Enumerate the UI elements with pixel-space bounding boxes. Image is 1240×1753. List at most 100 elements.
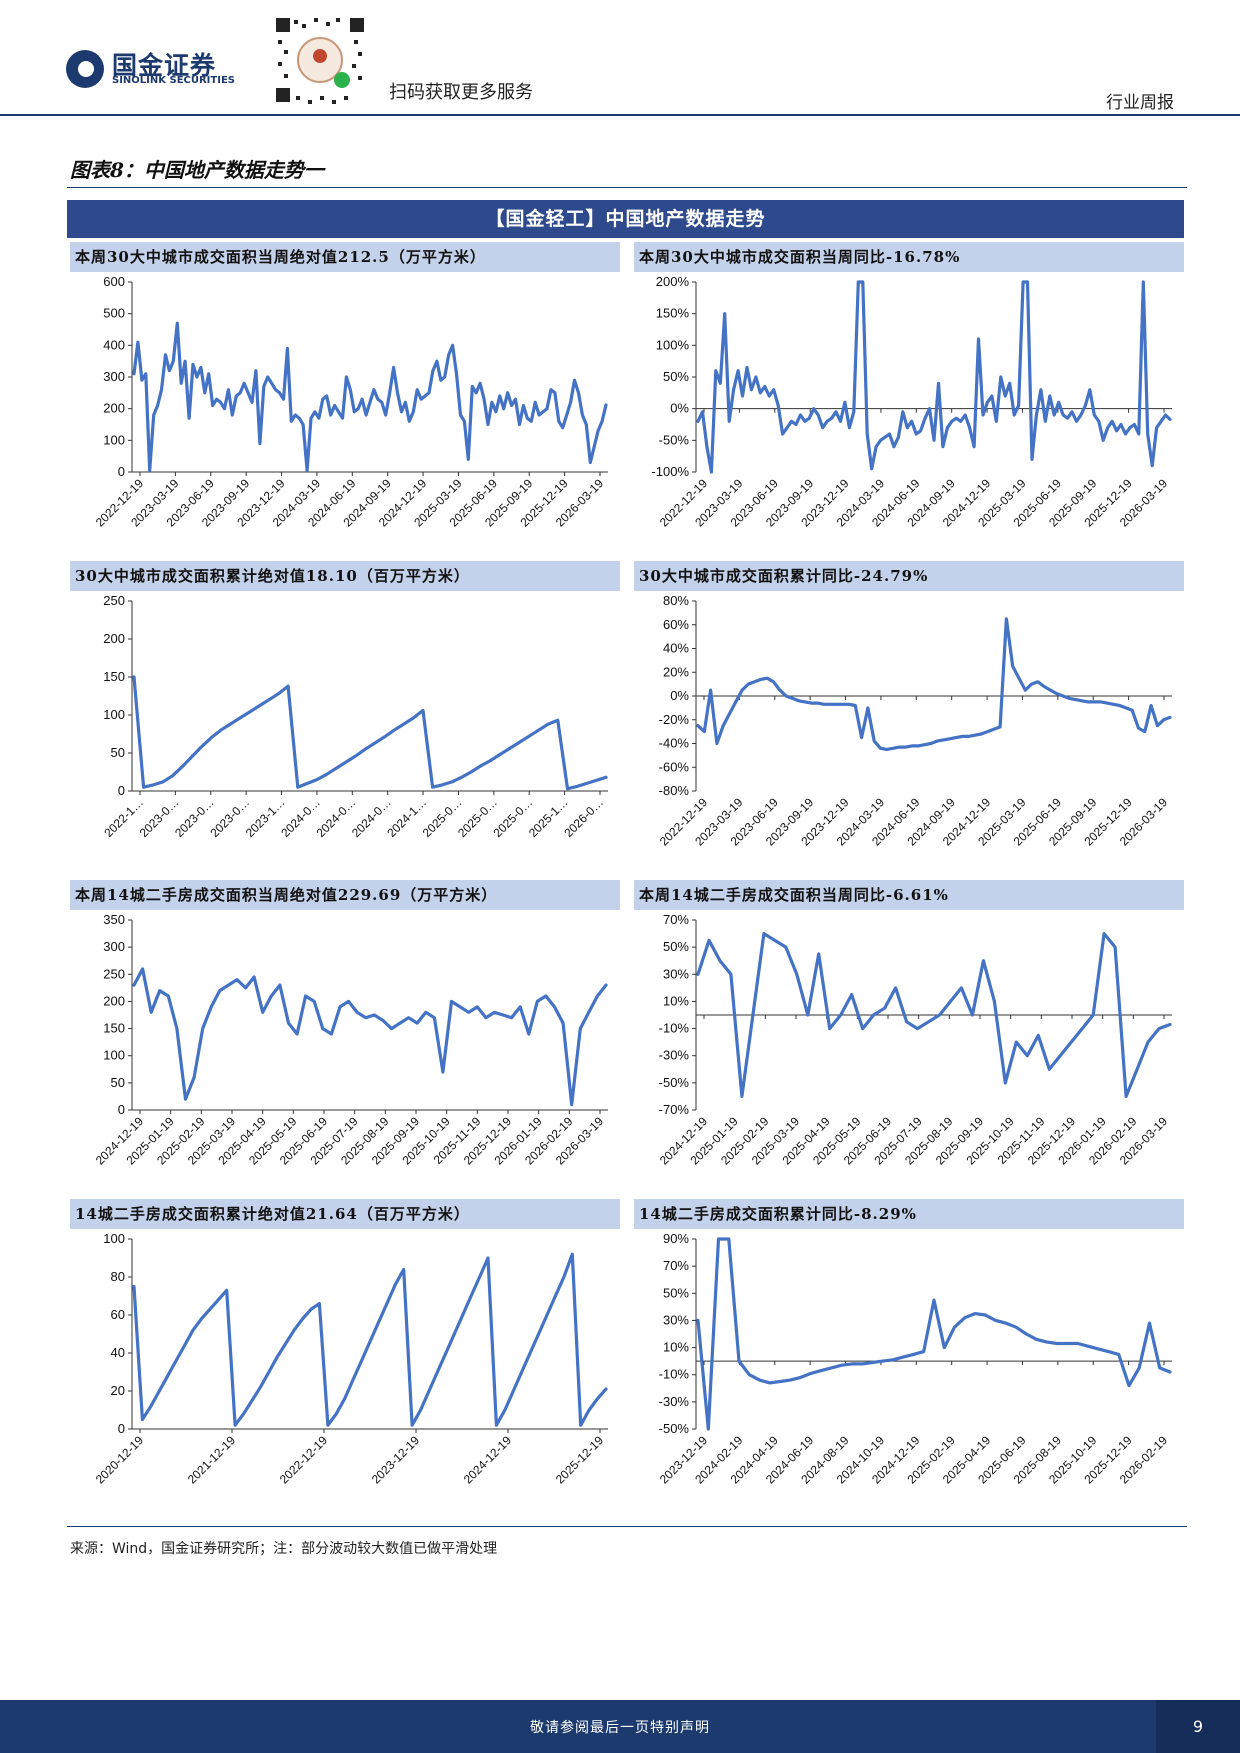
chart-weekly-30city-area: 01002003004005006002022-12-192023-03-192… xyxy=(93,274,608,530)
y-tick-label: 10% xyxy=(663,1340,689,1355)
y-tick-label: -50% xyxy=(659,432,690,447)
chart-cell-cumulative-30city-yoy: 30大中城市成交面积累计同比-24.79% -80% -60% -40% -20% 0%… xyxy=(634,561,1184,877)
y-tick-label: -60% xyxy=(659,759,690,774)
page-number: 9 xyxy=(1156,1700,1240,1753)
chart-title: 30大中城市成交面积累计同比-24.79% xyxy=(634,561,1184,591)
y-tick-label: -30% xyxy=(659,1048,690,1063)
chart-cell-weekly-30city-area: 本周30大中城市成交面积当周绝对值212.5（万平方米） 0 100 200 300 4… xyxy=(70,242,620,558)
chart-cell-weekly-14city-resale-yoy: 本周14城二手房成交面积当周同比-6.61% -70% -50% -30% -10% 1… xyxy=(634,880,1184,1196)
qr-code[interactable] xyxy=(270,12,370,108)
x-tick-label: 2022-12-19 xyxy=(277,1433,331,1487)
chart-title: 本周30大中城市成交面积当周同比-16.78% xyxy=(634,242,1184,272)
y-tick-label: -20% xyxy=(659,712,690,727)
figure-title-divider xyxy=(67,187,1187,188)
y-tick-label: 10% xyxy=(663,993,689,1008)
y-tick-label: 200 xyxy=(103,631,125,646)
source-divider xyxy=(67,1526,1187,1527)
x-tick-label: 2024-12-19 xyxy=(461,1433,515,1487)
y-tick-label: 80 xyxy=(111,1269,125,1284)
y-tick-label: 50% xyxy=(663,369,689,384)
y-tick-label: 250 xyxy=(103,966,125,981)
chart-title: 本周30大中城市成交面积当周绝对值212.5（万平方米） xyxy=(70,242,620,272)
y-tick-label: 350 xyxy=(103,912,125,927)
y-tick-label: 40 xyxy=(111,1345,125,1360)
y-tick-label: 100 xyxy=(103,707,125,722)
y-tick-label: -70% xyxy=(659,1102,690,1117)
y-tick-label: 90% xyxy=(663,1231,689,1246)
y-tick-label: 50% xyxy=(663,939,689,954)
y-tick-label: 0 xyxy=(118,1421,125,1436)
series-line xyxy=(132,967,608,1107)
y-tick-label: 20% xyxy=(663,664,689,679)
y-tick-label: 0 xyxy=(118,783,125,798)
y-tick-label: 20 xyxy=(111,1383,125,1398)
chart-title: 本周14城二手房成交面积当周绝对值229.69（万平方米） xyxy=(70,880,620,910)
chart-cell-cumulative-14city-resale-area: 14城二手房成交面积累计绝对值21.64（百万平方米） 0 20 40 60 80 100… xyxy=(70,1199,620,1515)
y-tick-label: 30% xyxy=(663,966,689,981)
series-line xyxy=(132,675,608,791)
y-tick-label: 600 xyxy=(103,274,125,289)
y-tick-label: 100 xyxy=(103,432,125,447)
chart-title: 本周14城二手房成交面积当周同比-6.61% xyxy=(634,880,1184,910)
y-tick-label: 100 xyxy=(103,1048,125,1063)
series-line xyxy=(696,932,1172,1098)
y-tick-label: 80% xyxy=(663,593,689,608)
y-tick-label: -80% xyxy=(659,783,690,798)
chart-cell-cumulative-14city-resale-yoy: 14城二手房成交面积累计同比-8.29% -50% -30% -10% 10% 30% 5… xyxy=(634,1199,1184,1515)
y-tick-label: 50 xyxy=(111,1075,125,1090)
y-tick-label: 60% xyxy=(663,617,689,632)
y-tick-label: 0 xyxy=(118,1102,125,1117)
y-tick-label: -50% xyxy=(659,1075,690,1090)
series-line xyxy=(696,617,1172,751)
chart-title: 14城二手房成交面积累计绝对值21.64（百万平方米） xyxy=(70,1199,620,1229)
y-tick-label: 250 xyxy=(103,593,125,608)
y-tick-label: 150 xyxy=(103,1021,125,1036)
y-tick-label: 200% xyxy=(656,274,690,289)
header-divider xyxy=(0,114,1240,116)
chart-cumulative-14city-resale-area: 0 20 40 60 80 100 2020-12-19 2021-12-19 2022-12-… xyxy=(93,1231,608,1487)
chart-title: 14城二手房成交面积累计同比-8.29% xyxy=(634,1199,1184,1229)
series-line xyxy=(696,280,1172,474)
y-tick-label: 200 xyxy=(103,401,125,416)
chart-cell-weekly-14city-resale-area: 本周14城二手房成交面积当周绝对值229.69（万平方米） 0 50 100 150 2… xyxy=(70,880,620,1196)
y-tick-label: -10% xyxy=(659,1367,690,1382)
y-tick-label: 200 xyxy=(103,993,125,1008)
page-header: 国金证券 SINOLINK SECURITIES 扫码获取更多服务 行业周报 xyxy=(0,0,1240,116)
panel-banner: 【国金轻工】中国地产数据走势 xyxy=(67,200,1184,238)
brand-name-en: SINOLINK SECURITIES xyxy=(112,75,235,86)
y-tick-label: 300 xyxy=(103,939,125,954)
y-tick-label: -40% xyxy=(659,736,690,751)
series-line xyxy=(132,1252,608,1427)
footer-disclaimer: 敬请参阅最后一页特别声明 xyxy=(530,1720,710,1736)
y-tick-label: 150 xyxy=(103,669,125,684)
scan-prompt: 扫码获取更多服务 xyxy=(389,82,533,103)
chart-weekly-14city-resale-area: 0501001502002503003502024-12-192025-01-1… xyxy=(93,912,608,1168)
y-tick-label: 100% xyxy=(656,337,690,352)
y-tick-label: 40% xyxy=(663,641,689,656)
figure-title: 图表8：中国地产数据走势一 xyxy=(70,158,324,182)
series-line xyxy=(132,321,608,472)
chart-cell-weekly-30city-yoy: 本周30大中城市成交面积当周同比-16.78% -100% -50% 0% 50% 10… xyxy=(634,242,1184,558)
chart-cell-cumulative-30city-area: 30大中城市成交面积累计绝对值18.10（百万平方米） 0 50 100 150 200… xyxy=(70,561,620,877)
page-footer: 敬请参阅最后一页特别声明 9 xyxy=(0,1700,1240,1753)
y-tick-label: 150% xyxy=(656,306,690,321)
y-tick-label: 0% xyxy=(670,688,689,703)
logo-mark xyxy=(66,50,104,88)
y-tick-label: -10% xyxy=(659,1021,690,1036)
y-tick-label: -30% xyxy=(659,1394,690,1409)
chart-cumulative-30city-area: 0501001502002502022-1…2023-0…2023-0…2023… xyxy=(101,593,608,840)
y-tick-label: 100 xyxy=(103,1231,125,1246)
y-tick-label: 300 xyxy=(103,369,125,384)
chart-cumulative-14city-resale-yoy: -50%-30%-10%10%30%50%70%90%2023-12-19202… xyxy=(657,1231,1172,1487)
x-tick-label: 2020-12-19 xyxy=(93,1433,147,1487)
brand-logo: 国金证券 SINOLINK SECURITIES xyxy=(66,44,266,94)
y-tick-label: 70% xyxy=(663,1258,689,1273)
x-tick-label: 2026-0… xyxy=(561,795,606,840)
x-tick-label: 2025-12-19 xyxy=(553,1433,607,1487)
chart-weekly-14city-resale-yoy: -70%-50%-30%-10%10%30%50%70%2024-12-1920… xyxy=(657,912,1172,1168)
y-tick-label: 50 xyxy=(111,745,125,760)
brand-name-cn: 国金证券 xyxy=(112,51,217,80)
x-tick-label: 2021-12-19 xyxy=(185,1433,239,1487)
y-tick-label: -50% xyxy=(659,1421,690,1436)
source-note: 来源：Wind，国金证券研究所；注：部分波动较大数值已做平滑处理 xyxy=(70,1541,498,1557)
